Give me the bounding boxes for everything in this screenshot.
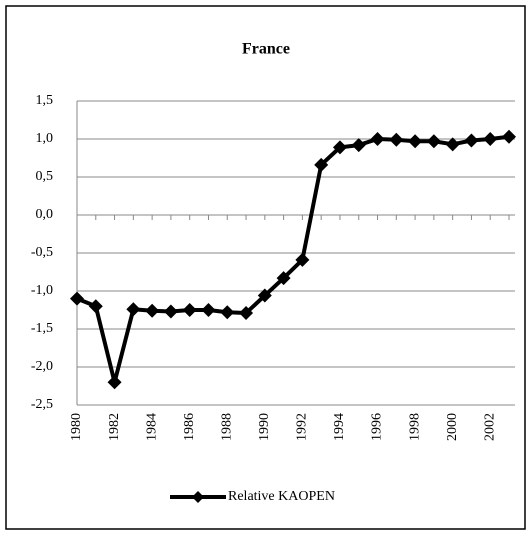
y-tick-label: 1,0 [36,131,54,146]
data-point [295,252,310,267]
data-point [182,303,197,317]
data-point [483,132,498,146]
y-tick-label: -0,5 [31,245,53,260]
data-point [145,303,160,318]
x-tick-label: 1992 [295,413,310,441]
data-point [389,132,404,147]
y-tick-label: -1,5 [31,321,53,336]
y-tick-label: 0,5 [36,169,54,184]
x-tick-label: 2000 [445,413,460,441]
data-point [351,138,366,153]
x-tick-label: 1990 [257,413,272,441]
x-tick-label: 2002 [482,413,497,441]
x-tick-label: 1986 [182,413,197,441]
data-point [163,304,178,319]
data-point [220,305,235,320]
x-tick-label: 1998 [407,413,422,441]
data-point [445,137,460,152]
data-point [332,140,347,155]
chart-frame [5,5,526,530]
data-point [70,291,84,306]
data-point [502,129,516,144]
data-point [88,299,103,314]
data-point [107,375,122,390]
data-point [257,288,272,303]
chart-title: France [242,41,290,58]
x-tick-label: 1988 [219,413,234,441]
data-point [464,133,479,148]
data-point [314,157,329,172]
x-tick-label: 1980 [69,413,84,441]
y-tick-label: -2,5 [31,397,53,412]
data-point [408,134,423,149]
data-point [370,132,385,146]
x-tick-label: 1996 [370,413,385,441]
y-tick-label: -1,0 [31,283,53,298]
legend-label: Relative KAOPEN [228,489,335,504]
x-tick-label: 1982 [107,413,122,441]
y-tick-label: 0,0 [36,207,54,222]
data-point [426,134,441,149]
x-tick-label: 1994 [332,413,347,441]
data-point [239,306,254,321]
data-point [201,303,216,317]
data-point [126,302,141,317]
data-point [276,271,291,286]
y-tick-label: 1,5 [36,93,54,108]
legend-marker [192,491,204,503]
x-tick-label: 1984 [144,413,159,441]
y-tick-label: -2,0 [31,359,53,374]
